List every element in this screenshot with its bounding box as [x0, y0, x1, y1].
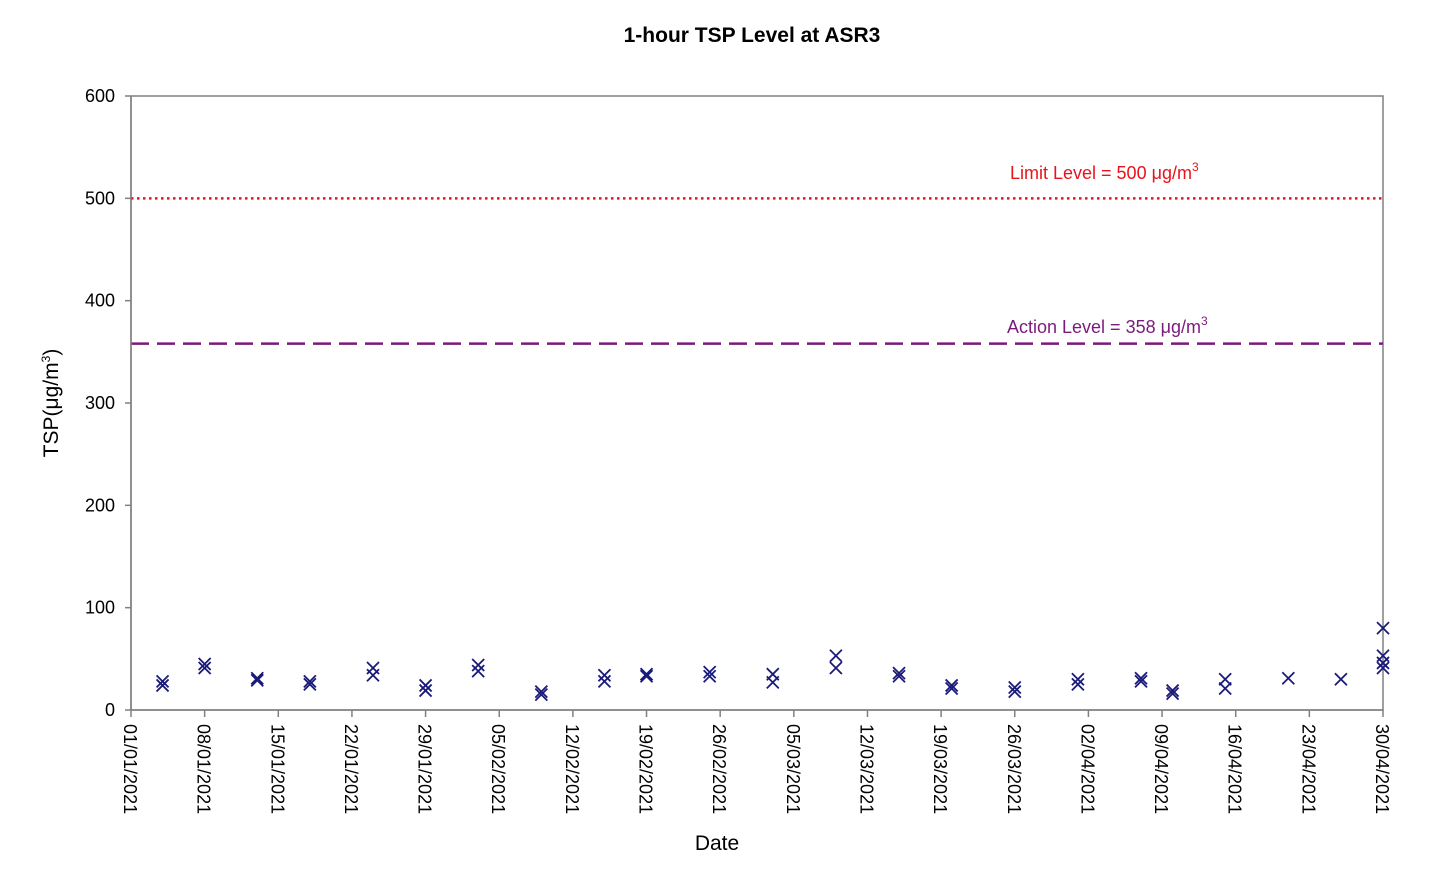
reference-label-part: 3	[1192, 160, 1199, 174]
y-axis-title-post: )	[40, 349, 63, 356]
chart-title: 1-hour TSP Level at ASR3	[624, 24, 881, 47]
data-point	[418, 678, 433, 693]
plot-area	[130, 95, 1384, 711]
reference-line-label: Action Level = 358 μg/m3	[1007, 314, 1208, 337]
data-point	[1376, 621, 1390, 635]
data-point	[1008, 680, 1022, 695]
data-point	[366, 668, 380, 682]
data-point	[597, 668, 612, 682]
data-point	[766, 675, 780, 690]
x-tick-label: 22/01/2021	[341, 724, 361, 814]
x-tick-label: 26/02/2021	[709, 724, 729, 814]
y-axis-title-sup: 3	[39, 355, 53, 362]
reference-label-part: Action Level = 358	[1007, 317, 1161, 337]
data-point	[945, 681, 959, 696]
data-point	[1218, 681, 1232, 696]
x-tick-label: 15/01/2021	[267, 724, 287, 814]
x-tick-label: 09/04/2021	[1151, 724, 1171, 814]
x-axis-title: Date	[695, 832, 739, 855]
x-axis: 01/01/2021 08/01/2021 15/01/2021 22/01/2021…	[120, 709, 1392, 814]
x-tick-label: 19/02/2021	[636, 724, 656, 814]
reference-label-part: μ	[1152, 163, 1162, 183]
reference-line-label: Limit Level = 500 μg/m3	[1010, 160, 1199, 183]
data-point	[471, 664, 485, 678]
data-point	[1376, 656, 1390, 670]
data-point	[1071, 677, 1085, 692]
x-tick-label: 05/03/2021	[783, 724, 803, 814]
data-point	[1376, 661, 1390, 675]
x-tick-label: 30/04/2021	[1372, 724, 1392, 814]
data-point	[639, 667, 654, 681]
data-point	[1334, 672, 1348, 686]
data-point	[155, 678, 170, 693]
data-point	[155, 674, 170, 688]
data-point	[945, 678, 959, 693]
data-point	[303, 674, 317, 688]
data-point	[303, 677, 317, 692]
data-point	[1165, 686, 1180, 701]
y-tick-label: 200	[85, 495, 115, 515]
data-point	[703, 669, 717, 683]
data-point	[534, 688, 548, 702]
x-tick-label: 01/01/2021	[120, 724, 140, 814]
data-points	[155, 621, 1390, 702]
data-point	[829, 661, 843, 675]
data-point	[250, 673, 264, 687]
x-tick-label: 26/03/2021	[1004, 724, 1024, 814]
data-point	[892, 669, 906, 683]
plot-frame	[130, 95, 1384, 711]
x-tick-label: 05/02/2021	[488, 724, 508, 814]
data-point	[198, 661, 212, 675]
data-point	[1165, 683, 1180, 698]
data-point	[1008, 684, 1022, 699]
data-point	[892, 666, 906, 680]
x-tick-label: 12/03/2021	[856, 724, 876, 814]
x-tick-label: 16/04/2021	[1225, 724, 1245, 814]
x-tick-label: 08/01/2021	[194, 724, 214, 814]
y-axis-title-mu: μ	[40, 397, 63, 409]
x-tick-label: 23/04/2021	[1298, 724, 1318, 814]
data-point	[1134, 671, 1148, 685]
y-tick-label: 100	[85, 598, 115, 618]
y-tick-label: 600	[85, 86, 115, 106]
data-point	[639, 669, 654, 683]
data-point	[198, 657, 212, 671]
data-point	[1281, 671, 1295, 685]
x-tick-label: 29/01/2021	[415, 724, 435, 814]
reference-label-part: Limit Level = 500	[1010, 163, 1152, 183]
x-tick-label: 12/02/2021	[562, 724, 582, 814]
x-tick-label: 02/04/2021	[1077, 724, 1097, 814]
reference-label-part: μ	[1161, 317, 1171, 337]
y-tick-label: 300	[85, 393, 115, 413]
y-axis-title: TSP(μg/m3)	[39, 349, 63, 458]
y-axis-title-pre: TSP(	[40, 409, 63, 457]
data-point	[829, 649, 843, 663]
y-axis-title-mid: g/m	[40, 362, 63, 397]
y-axis: 0 100 200 300 400 500 600	[85, 86, 132, 720]
data-point	[250, 671, 264, 685]
y-tick-label: 400	[85, 291, 115, 311]
data-point	[471, 658, 485, 672]
data-point	[703, 665, 717, 679]
reference-label-part: g/m	[1171, 317, 1201, 337]
data-point	[534, 684, 548, 699]
y-tick-label: 500	[85, 188, 115, 208]
reference-label-part: 3	[1201, 314, 1208, 328]
data-point	[1134, 674, 1148, 688]
data-point	[418, 683, 433, 698]
reference-label-part: g/m	[1162, 163, 1192, 183]
data-point	[1071, 672, 1085, 686]
y-tick-label: 0	[105, 700, 115, 720]
data-point	[597, 674, 612, 688]
x-tick-label: 19/03/2021	[930, 724, 950, 814]
